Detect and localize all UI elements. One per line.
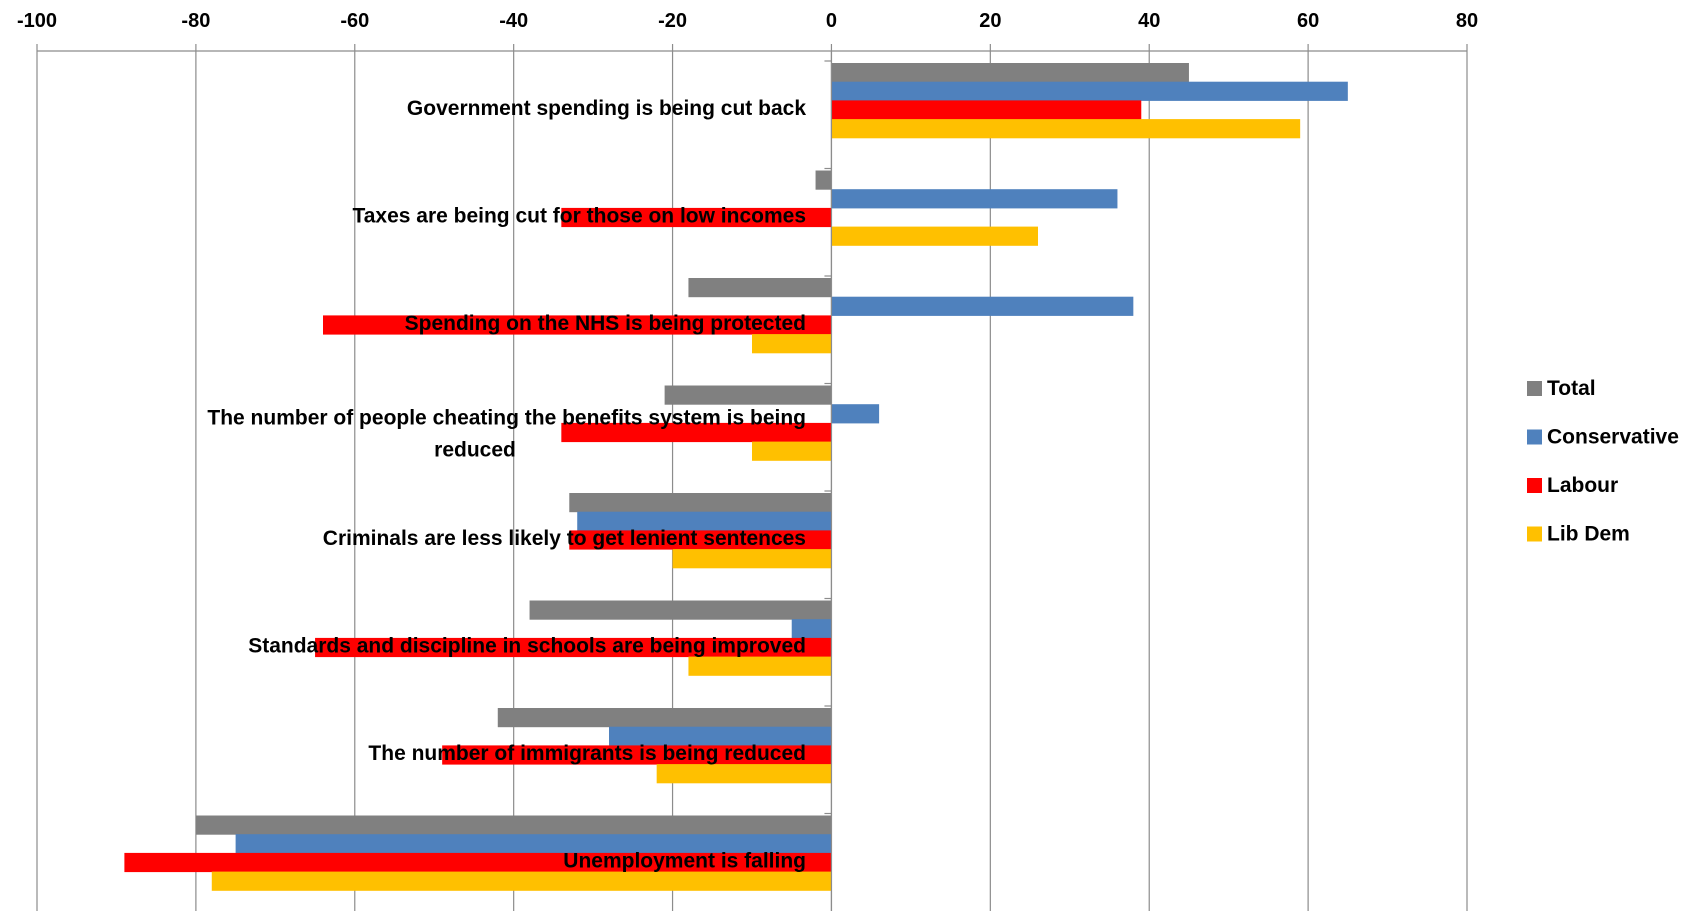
bar-labour-3 bbox=[561, 422, 832, 443]
bar-total-6 bbox=[497, 708, 832, 728]
bar-conservative-3 bbox=[831, 404, 880, 424]
bar-labour-0 bbox=[831, 100, 1142, 120]
bar-lib-dem-1 bbox=[831, 226, 1038, 246]
bar-lib-dem-4 bbox=[672, 549, 832, 569]
bar-labour-1 bbox=[561, 207, 832, 228]
bar-labour-2 bbox=[323, 315, 832, 335]
x-tick-label-4: -20 bbox=[658, 10, 687, 32]
legend-label-total: Total bbox=[1547, 377, 1596, 400]
legend-label-lib-dem: Lib Dem bbox=[1547, 523, 1630, 546]
category-label-3-line-0: The number of people cheating the benefi… bbox=[207, 407, 806, 430]
bar-lib-dem-2 bbox=[752, 334, 832, 354]
x-tick-label-7: 40 bbox=[1138, 10, 1160, 32]
legend-swatch-total bbox=[1527, 381, 1542, 396]
bar-labour-7 bbox=[124, 852, 832, 873]
x-tick-label-2: -60 bbox=[340, 10, 369, 32]
bar-total-1 bbox=[815, 170, 832, 190]
legend: Total Conservative Labour Lib Dem bbox=[1527, 377, 1679, 546]
x-tick-label-3: -40 bbox=[499, 10, 528, 32]
legend-swatch-conservative bbox=[1527, 429, 1542, 445]
category-label-6: The number of immigrants is being reduce… bbox=[368, 742, 806, 765]
x-tick-label-1: -80 bbox=[181, 10, 210, 32]
bar-total-5 bbox=[529, 600, 832, 620]
x-tick-label-9: 80 bbox=[1456, 10, 1478, 32]
category-label-2: Spending on the NHS is being protected bbox=[405, 312, 806, 335]
x-tick-label-6: 20 bbox=[979, 10, 1001, 32]
x-tick-label-0: -100 bbox=[17, 10, 57, 32]
bar-conservative-4 bbox=[577, 511, 832, 531]
legend-label-labour: Labour bbox=[1547, 474, 1618, 497]
bar-total-2 bbox=[688, 278, 832, 298]
bar-conservative-6 bbox=[609, 726, 832, 746]
category-label-0: Government spending is being cut back bbox=[407, 97, 806, 120]
bar-lib-dem-7 bbox=[211, 871, 832, 891]
bar-total-4 bbox=[569, 493, 832, 513]
category-label-1: Taxes are being cut for those on low inc… bbox=[352, 205, 806, 228]
bar-lib-dem-3 bbox=[752, 441, 832, 461]
category-label-3-line-1: reduced bbox=[434, 439, 516, 462]
category-label-4: Criminals are less likely to get lenient… bbox=[323, 527, 806, 550]
category-labels: Government spending is being cut back Tax… bbox=[207, 97, 806, 873]
bar-conservative-2 bbox=[831, 296, 1134, 316]
category-label-7: Unemployment is falling bbox=[563, 850, 806, 873]
legend-label-conservative: Conservative bbox=[1547, 426, 1679, 449]
x-tick-label-8: 60 bbox=[1297, 10, 1319, 32]
bar-total-0 bbox=[831, 63, 1189, 83]
bar-total-3 bbox=[664, 385, 832, 405]
bar-conservative-7 bbox=[235, 834, 832, 854]
bar-labour-6 bbox=[442, 745, 832, 765]
x-tick-label-5: 0 bbox=[826, 10, 837, 32]
category-label-5: Standards and discipline in schools are … bbox=[248, 635, 806, 658]
legend-swatch-labour bbox=[1527, 478, 1542, 493]
bar-lib-dem-0 bbox=[831, 119, 1301, 139]
bar-conservative-1 bbox=[831, 189, 1118, 209]
bar-conservative-5 bbox=[791, 619, 832, 639]
bar-total-7 bbox=[195, 815, 832, 835]
bar-lib-dem-6 bbox=[656, 764, 832, 784]
bar-conservative-0 bbox=[831, 81, 1348, 101]
bar-lib-dem-5 bbox=[688, 656, 832, 676]
legend-swatch-lib-dem bbox=[1527, 526, 1542, 542]
axes bbox=[36, 44, 1468, 911]
x-tick-labels: -100 -80 -60 -40 -20 0 20 40 60 80 bbox=[17, 10, 1478, 32]
bar-labour-5 bbox=[315, 637, 832, 658]
bar-labour-4 bbox=[569, 530, 832, 550]
bars bbox=[124, 63, 1348, 891]
